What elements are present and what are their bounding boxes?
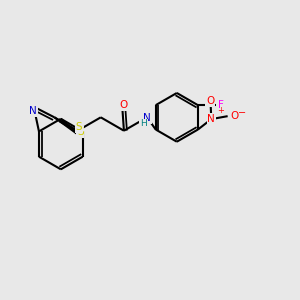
Text: N: N xyxy=(207,114,215,124)
Text: N: N xyxy=(143,113,151,123)
Text: +: + xyxy=(218,106,224,115)
Text: S: S xyxy=(76,122,83,132)
Text: N: N xyxy=(29,106,37,116)
Text: F: F xyxy=(218,100,224,110)
Text: O: O xyxy=(230,111,238,121)
Text: −: − xyxy=(238,108,246,118)
Text: S: S xyxy=(77,127,83,137)
Text: O: O xyxy=(119,100,128,110)
Text: H: H xyxy=(140,119,147,128)
Text: O: O xyxy=(206,96,214,106)
